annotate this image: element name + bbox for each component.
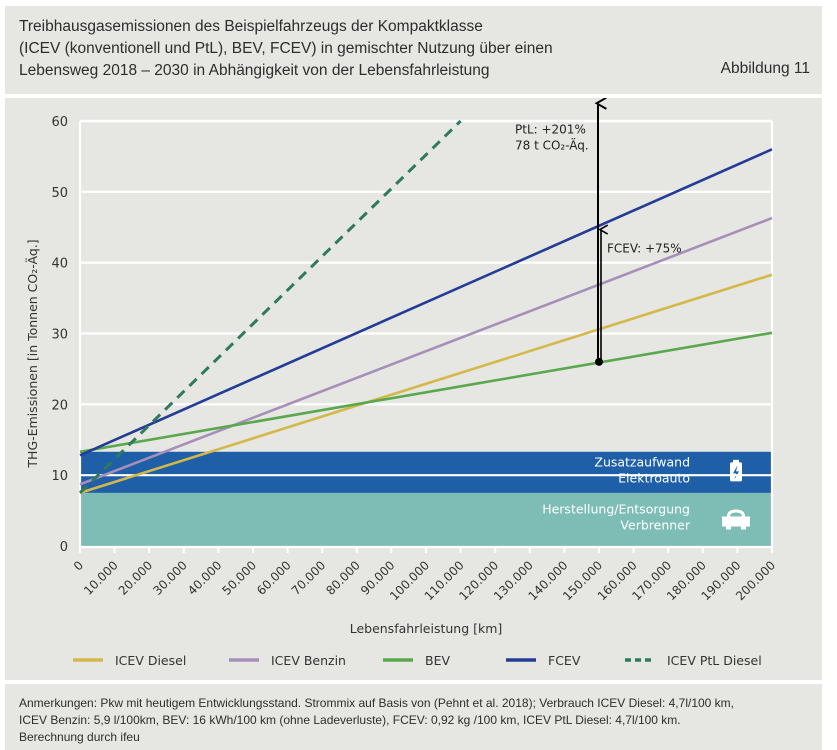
notes: Anmerkungen: Pkw mit heutigem Entwicklun… [19,695,809,746]
note-line: Berechnung durch ifeu [19,730,140,744]
legend-label: BEV [425,653,450,668]
note-line: ICEV Benzin: 5,9 l/100km, BEV: 16 kWh/10… [19,713,681,727]
car-icon [722,509,750,530]
legend-label: FCEV [548,653,581,668]
legend-label: ICEV Benzin [271,653,346,668]
bev-reference-dot [595,357,603,366]
legend-label: ICEV Diesel [115,653,186,668]
ptl-annotation-label: 78 t CO₂-Äq. [515,137,589,152]
car-window [730,512,742,517]
title-line: Lebensweg 2018 – 2030 in Abhängigkeit vo… [19,62,490,79]
x-tick-label: 40.000 [185,558,225,598]
y-tick-label: 50 [51,186,68,201]
x-tick-label: 0 [71,558,86,573]
series-line-icev_benzin [79,216,773,486]
x-tick-label: 70.000 [289,558,329,598]
y-tick-label: 10 [51,469,68,484]
battery-icon [730,459,742,482]
legend-label: ICEV PtL Diesel [667,653,762,668]
band-band_verbrenner [80,492,772,546]
note-line: Anmerkungen: Pkw mit heutigem Entwicklun… [19,696,735,710]
x-tick-label: 20.000 [116,558,156,598]
band-label: Zusatzaufwand [594,454,690,469]
band-label: Elektroauto [618,470,690,485]
x-tick-label: 60.000 [254,558,294,598]
notes-panel: Anmerkungen: Pkw mit heutigem Entwicklun… [5,684,822,750]
fcev-annotation-label: FCEV: +75% [607,242,682,256]
battery-cap [733,459,739,463]
band-label: Herstellung/Entsorgung [542,501,690,516]
x-tick-label: 30.000 [150,558,190,598]
figure-number: Abbildung 11 [720,60,810,77]
series-line-icev_diesel [79,273,773,495]
y-tick-label: 0 [60,540,68,555]
title-panel: Treibhausgasemissionen des Beispielfahrz… [5,6,822,94]
chart-title: Treibhausgasemissionen des Beispielfahrz… [19,16,553,82]
y-tick-label: 60 [51,115,68,130]
title-line: (ICEV (konventionell und PtL), BEV, FCEV… [19,40,553,57]
band-label: Verbrenner [620,517,690,532]
x-axis-label: Lebensfahrleistung [km] [350,621,503,636]
car-body [722,509,750,530]
ptl-annotation-label: PtL: +201% [515,122,586,136]
series-line-fcev [79,148,773,457]
x-tick-label: 10.000 [81,558,121,598]
series-line-ptl [78,119,462,494]
y-tick-label: 20 [51,398,68,413]
series-line-bev [79,331,773,454]
chart-panel: Herstellung/Entsorgung Verbrenner Zusatzau… [5,96,822,680]
band-band_elektro [80,451,772,493]
x-tick-label: 50.000 [220,558,260,598]
y-axis-label: THG-Emissionen [in Tonnen CO₂-Äq.] [25,239,40,468]
title-line: Treibhausgasemissionen des Beispielfahrz… [19,18,483,35]
lightning-icon [733,465,739,480]
y-tick-label: 40 [51,257,68,272]
x-tick-label: 80.000 [323,558,363,598]
y-tick-label: 30 [51,328,68,343]
